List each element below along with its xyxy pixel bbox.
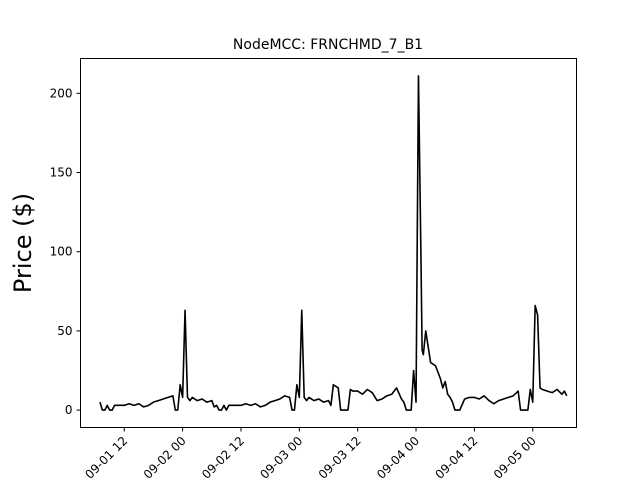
x-tick-label: 09-02 12 xyxy=(199,434,247,480)
x-axis: 09-01 12 09-02 00 09-02 12 09-03 00 09-03 12… xyxy=(82,427,539,480)
x-tick-label: 09-02 00 xyxy=(141,434,189,480)
y-tick-label: 150 xyxy=(50,166,73,180)
x-tick-label: 09-04 00 xyxy=(374,434,422,480)
plot-area xyxy=(99,75,568,411)
y-axis: 0 50 100 150 200 xyxy=(50,86,81,417)
price-series-line xyxy=(99,75,568,411)
x-tick-label: 09-03 00 xyxy=(257,434,305,480)
axes-frame xyxy=(80,58,577,428)
x-tick-label: 09-01 12 xyxy=(82,434,130,480)
y-tick-label: 200 xyxy=(50,86,73,100)
y-tick-label: 100 xyxy=(50,245,73,259)
x-tick-label: 09-05 00 xyxy=(491,434,539,480)
y-tick-label: 0 xyxy=(65,403,73,417)
x-tick-label: 09-03 12 xyxy=(316,434,364,480)
chart-title: NodeMCC: FRNCHMD_7_B1 xyxy=(233,37,423,53)
x-tick-label: 09-04 12 xyxy=(432,434,480,480)
y-axis-label: Price ($) xyxy=(9,193,37,293)
y-tick-label: 50 xyxy=(57,324,72,338)
